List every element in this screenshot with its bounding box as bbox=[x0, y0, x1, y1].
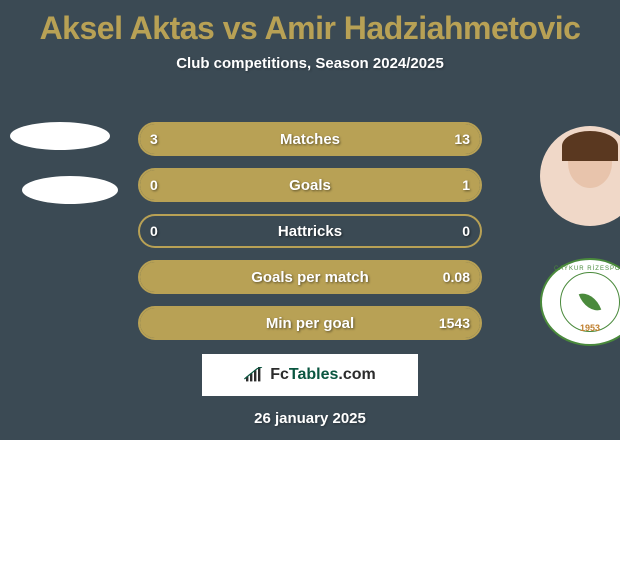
stat-value-right: 1 bbox=[462, 177, 470, 193]
stat-bar-hattricks: 0 Hattricks 0 bbox=[138, 214, 482, 248]
stat-label: Hattricks bbox=[140, 223, 480, 240]
stat-label: Goals per match bbox=[140, 269, 480, 286]
comparison-widget: Aksel Aktas vs Amir Hadziahmetovic Club … bbox=[0, 0, 620, 440]
brand-attribution[interactable]: FcTables.com bbox=[202, 354, 418, 396]
stat-bar-min-per-goal: Min per goal 1543 bbox=[138, 306, 482, 340]
brand-text: FcTables.com bbox=[270, 366, 376, 384]
stat-bar-matches: 3 Matches 13 bbox=[138, 122, 482, 156]
player-right-avatar bbox=[540, 126, 620, 226]
brand-com: .com bbox=[338, 366, 375, 383]
brand-fc: Fc bbox=[270, 366, 289, 383]
stat-bar-goals: 0 Goals 1 bbox=[138, 168, 482, 202]
chart-icon bbox=[244, 367, 264, 383]
club-year: 1953 bbox=[580, 323, 600, 333]
page-title: Aksel Aktas vs Amir Hadziahmetovic bbox=[0, 0, 620, 47]
stat-value-right: 0 bbox=[462, 223, 470, 239]
stat-value-right: 0.08 bbox=[443, 269, 470, 285]
player-left-club-logo bbox=[22, 176, 118, 204]
stat-label: Matches bbox=[140, 131, 480, 148]
stat-bar-goals-per-match: Goals per match 0.08 bbox=[138, 260, 482, 294]
brand-tables: Tables bbox=[289, 366, 339, 383]
player-right-club-logo: ÇAYKUR RİZESPOR 1953 bbox=[540, 258, 620, 346]
stat-label: Min per goal bbox=[140, 315, 480, 332]
player-left-avatar bbox=[10, 122, 110, 150]
stat-value-right: 1543 bbox=[439, 315, 470, 331]
stats-list: 3 Matches 13 0 Goals 1 0 Hattricks 0 Goa… bbox=[138, 122, 482, 352]
stat-value-right: 13 bbox=[454, 131, 470, 147]
subtitle: Club competitions, Season 2024/2025 bbox=[0, 55, 620, 72]
leaf-icon bbox=[579, 289, 602, 315]
stat-label: Goals bbox=[140, 177, 480, 194]
club-logo-inner: 1953 bbox=[560, 272, 620, 332]
footer-date: 26 january 2025 bbox=[0, 410, 620, 427]
